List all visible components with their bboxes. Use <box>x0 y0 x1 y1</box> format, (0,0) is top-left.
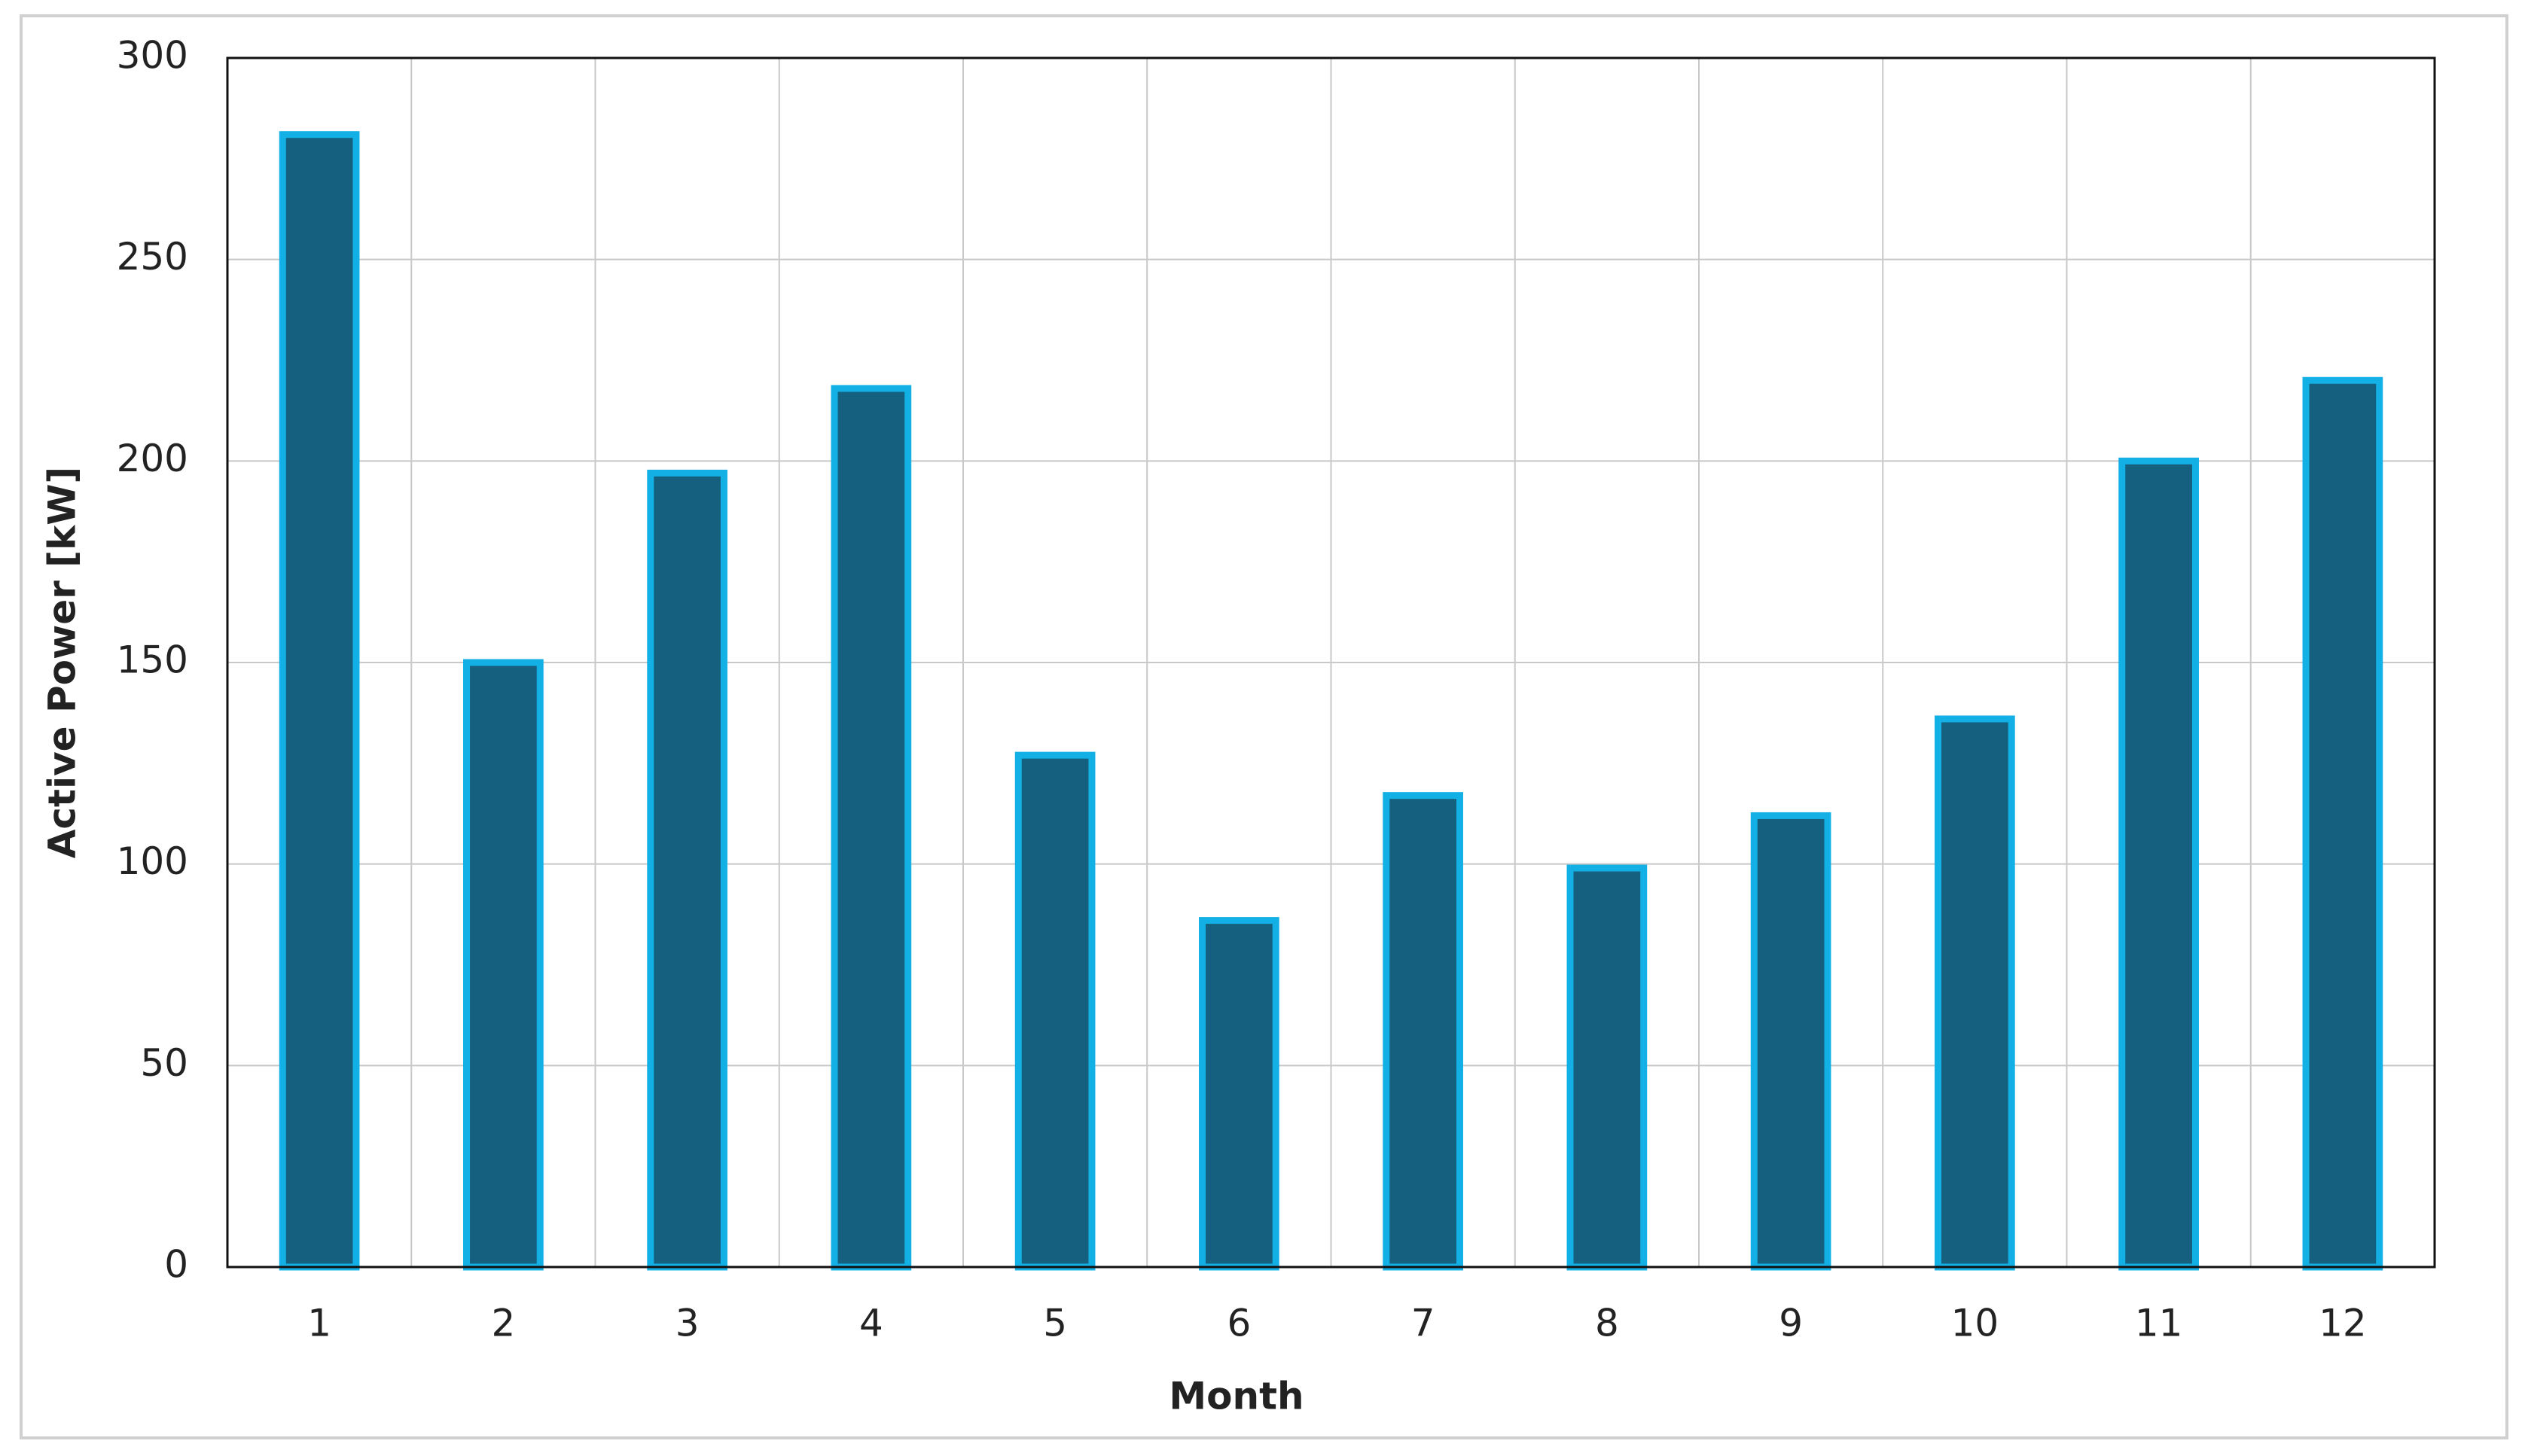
y-axis-title: Active Power [kW] <box>41 467 84 859</box>
bar <box>1566 864 1648 1271</box>
y-tick-label: 50 <box>140 1041 188 1085</box>
bar <box>463 659 544 1271</box>
x-tick-label: 7 <box>1411 1302 1435 1345</box>
y-tick-label: 200 <box>117 437 188 480</box>
x-tick-label: 8 <box>1595 1302 1619 1345</box>
x-tick-label: 4 <box>859 1302 883 1345</box>
bar <box>1199 917 1279 1271</box>
y-tick-label: 300 <box>117 34 188 78</box>
bar <box>1383 792 1463 1271</box>
y-tick-label: 0 <box>164 1243 188 1287</box>
bar <box>2302 376 2383 1271</box>
x-tick-label: 5 <box>1043 1302 1067 1345</box>
x-tick-label: 3 <box>675 1302 700 1345</box>
x-tick-label: 12 <box>2319 1302 2367 1345</box>
bar <box>647 469 727 1271</box>
bar <box>1014 751 1096 1271</box>
bar <box>1750 812 1831 1271</box>
bar <box>1935 715 2015 1271</box>
plot-border <box>226 56 2436 1269</box>
x-tick-label: 6 <box>1227 1302 1251 1345</box>
bar <box>831 385 912 1271</box>
y-tick-label: 100 <box>117 839 188 883</box>
bar <box>2118 457 2199 1271</box>
x-tick-label: 10 <box>1951 1302 1999 1345</box>
x-tick-label: 9 <box>1779 1302 1803 1345</box>
x-axis-title: Month <box>1169 1375 1304 1418</box>
y-tick-label: 150 <box>117 638 188 682</box>
x-tick-label: 1 <box>307 1302 331 1345</box>
x-tick-label: 11 <box>2135 1302 2183 1345</box>
x-tick-label: 2 <box>491 1302 515 1345</box>
y-tick-label: 250 <box>117 235 188 279</box>
bar <box>279 131 360 1271</box>
